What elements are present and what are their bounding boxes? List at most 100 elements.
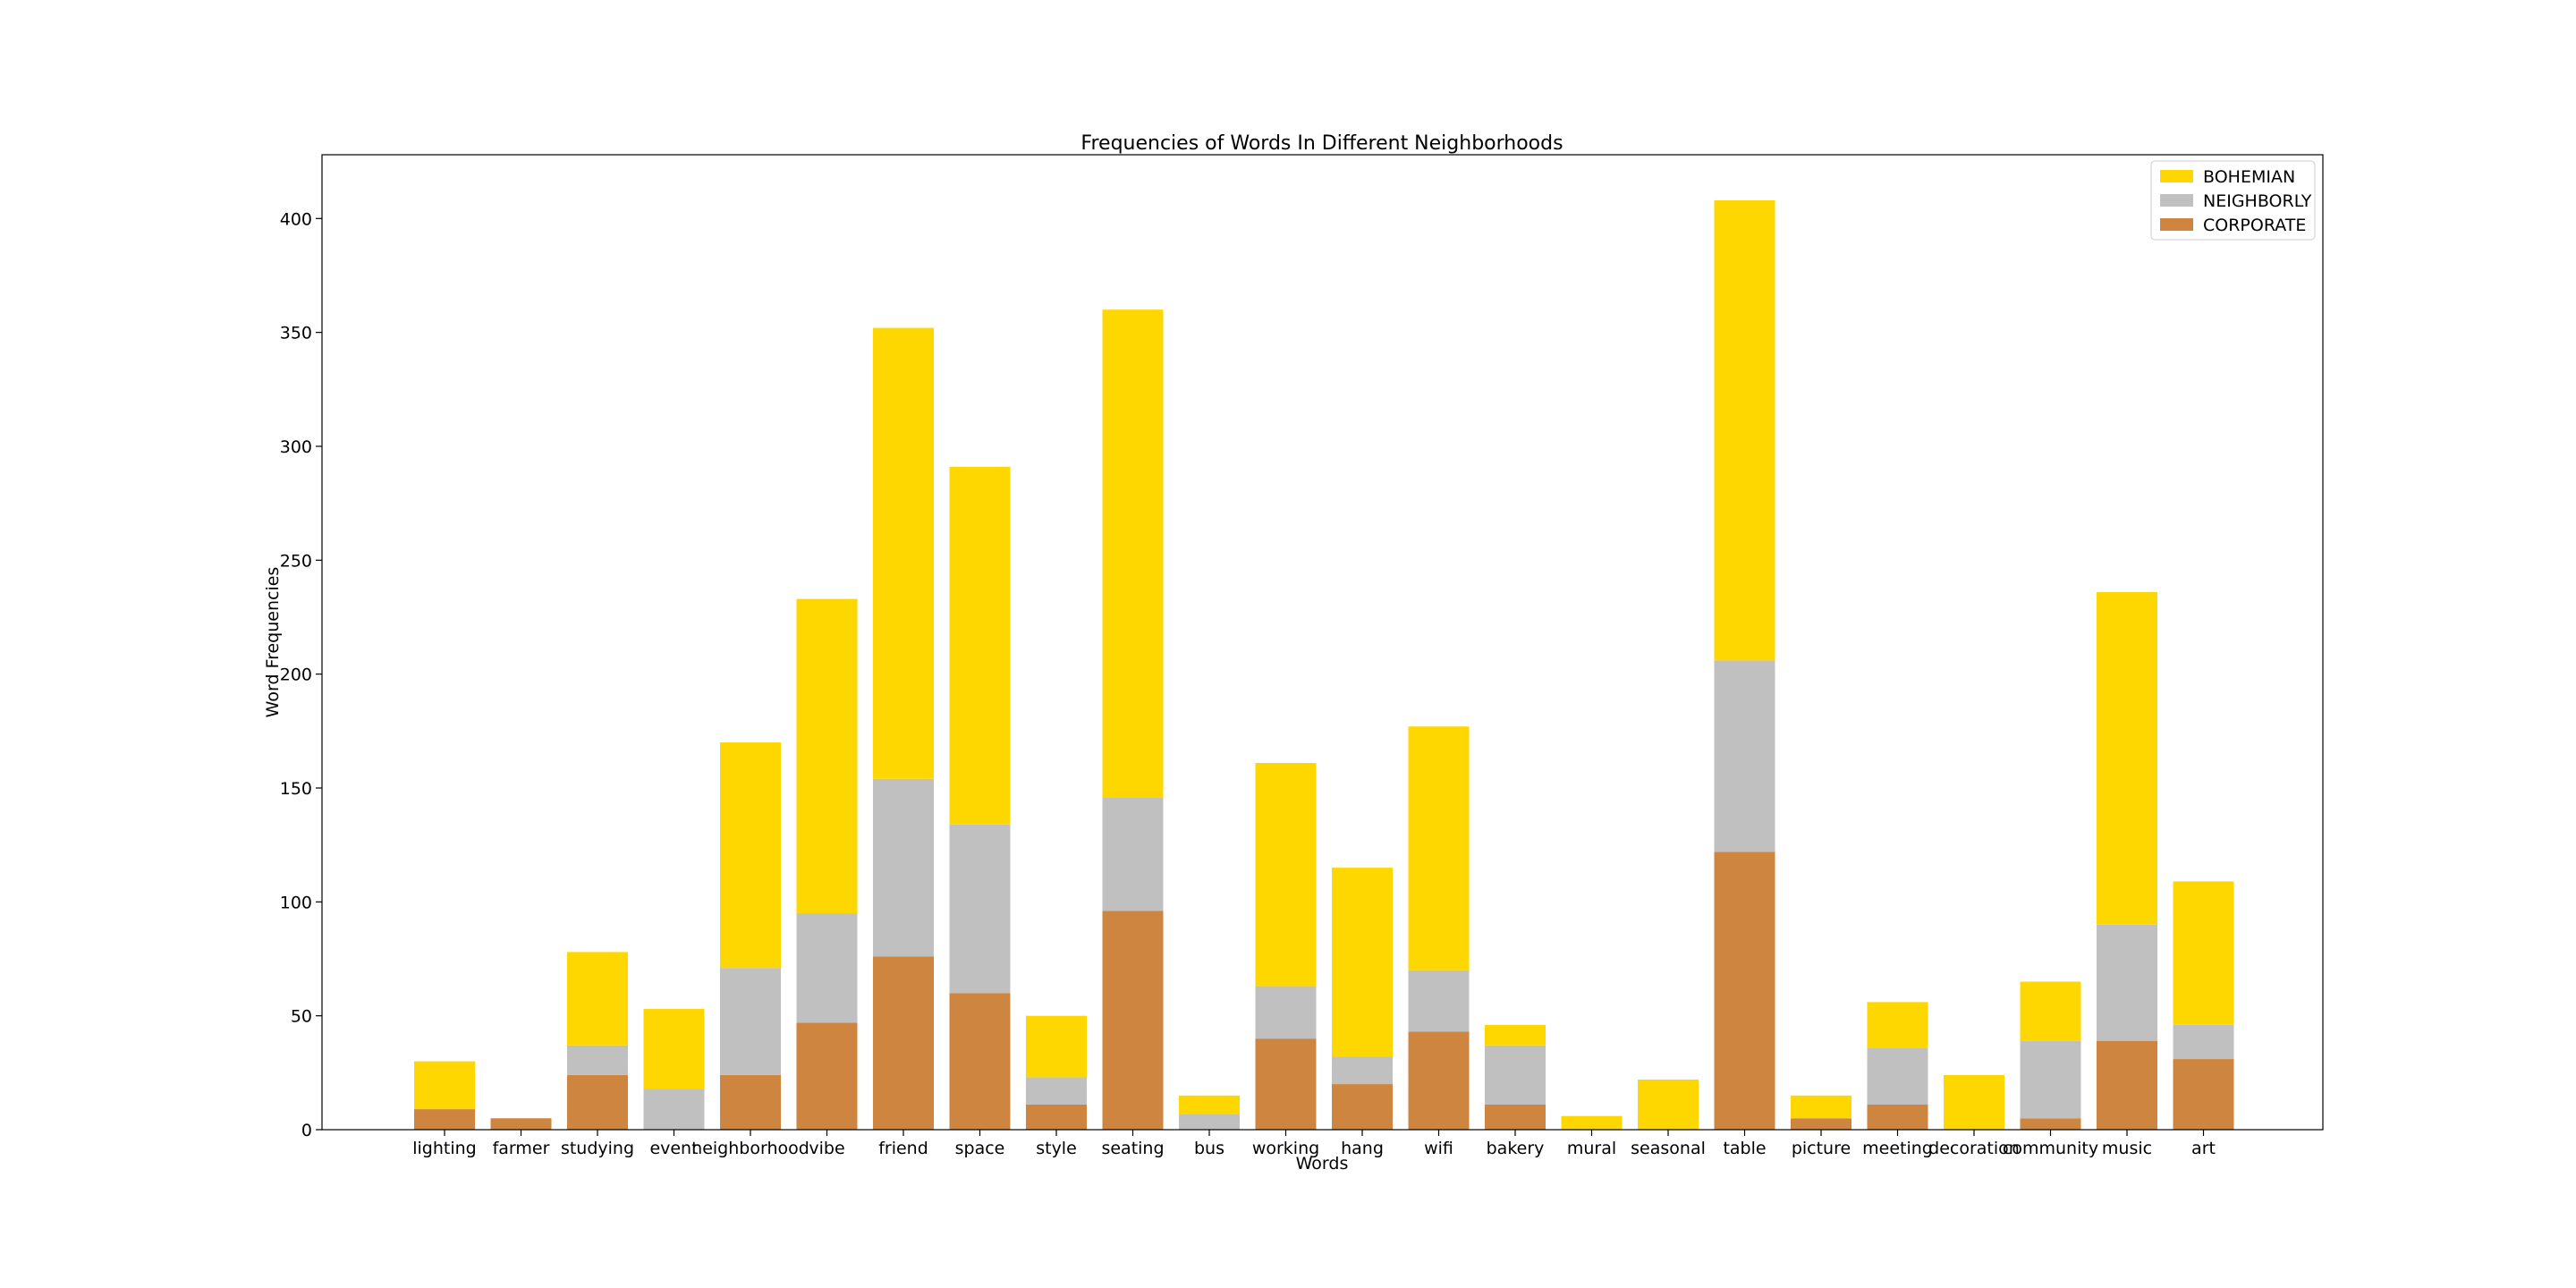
- bar-bohemian-wifi: [1408, 726, 1470, 970]
- y-tick-label: 150: [280, 779, 312, 799]
- y-tick-label: 300: [280, 437, 312, 457]
- bar-bohemian-table: [1714, 199, 1775, 661]
- bar-corporate-studying: [567, 1074, 628, 1130]
- x-tick-label-table: table: [1723, 1139, 1766, 1158]
- legend-label-bohemian: BOHEMIAN: [2203, 167, 2295, 187]
- bar-bohemian-decoration: [1944, 1074, 2004, 1130]
- bar-bohemian-picture: [1791, 1095, 1852, 1119]
- bar-bohemian-hang: [1332, 868, 1393, 1057]
- bar-corporate-working: [1255, 1038, 1317, 1130]
- bar-corporate-picture: [1791, 1118, 1852, 1130]
- y-tick-label: 400: [280, 209, 312, 229]
- chart-title: Frequencies of Words In Different Neighb…: [1080, 132, 1563, 155]
- bar-corporate-space: [949, 993, 1011, 1130]
- legend-swatch-neighborly: [2160, 194, 2193, 207]
- legend-swatch-corporate: [2160, 218, 2193, 231]
- bar-neighborly-vibe: [796, 913, 858, 1023]
- x-tick-label-event: event: [649, 1139, 698, 1158]
- bar-neighborly-style: [1026, 1077, 1087, 1105]
- bar-bohemian-bus: [1179, 1095, 1240, 1114]
- bars-group: [414, 199, 2234, 1130]
- bar-bohemian-lighting: [414, 1061, 475, 1110]
- x-tick-label-decoration: decoration: [1928, 1139, 2020, 1158]
- bar-corporate-seating: [1102, 911, 1164, 1130]
- x-tick-label-vibe: vibe: [809, 1139, 844, 1158]
- x-tick-label-seating: seating: [1101, 1139, 1164, 1158]
- bar-neighborly-bus: [1179, 1114, 1240, 1130]
- bar-corporate-lighting: [414, 1109, 475, 1130]
- bar-neighborly-table: [1714, 660, 1775, 852]
- x-tick-label-working: working: [1252, 1139, 1319, 1158]
- bar-bohemian-style: [1026, 1015, 1087, 1078]
- x-tick-label-studying: studying: [561, 1139, 634, 1158]
- bar-neighborly-wifi: [1408, 970, 1470, 1032]
- plot-frame: [321, 154, 2324, 1131]
- bar-neighborly-community: [2020, 1040, 2081, 1119]
- bar-bohemian-community: [2020, 981, 2081, 1041]
- y-tick-label: 50: [291, 1007, 312, 1027]
- bar-corporate-music: [2097, 1040, 2157, 1130]
- bar-corporate-bakery: [1485, 1104, 1546, 1130]
- bar-bohemian-neighborhood: [720, 742, 781, 969]
- x-tick-label-hang: hang: [1341, 1139, 1384, 1158]
- bar-bohemian-space: [949, 466, 1011, 825]
- x-tick-label-friend: friend: [878, 1139, 928, 1158]
- bar-neighborly-art: [2173, 1024, 2234, 1060]
- bar-bohemian-friend: [873, 327, 934, 779]
- bar-corporate-hang: [1332, 1084, 1393, 1130]
- y-tick-label: 200: [280, 665, 312, 685]
- bar-neighborly-bakery: [1485, 1045, 1546, 1105]
- x-tick-label-seasonal: seasonal: [1631, 1139, 1706, 1158]
- y-axis: 0 50 100 150 200 250 300 350 400: [280, 209, 322, 1140]
- bar-bohemian-seasonal: [1638, 1079, 1699, 1130]
- bar-corporate-community: [2020, 1118, 2081, 1130]
- bar-neighborly-studying: [567, 1045, 628, 1075]
- bar-neighborly-space: [949, 824, 1011, 994]
- bar-bohemian-vibe: [796, 598, 858, 914]
- bar-neighborly-meeting: [1867, 1047, 1928, 1105]
- y-tick-label: 0: [301, 1121, 312, 1140]
- x-tick-label-picture: picture: [1792, 1139, 1851, 1158]
- bar-corporate-friend: [873, 956, 934, 1130]
- y-axis-label: Word Frequencies: [263, 567, 283, 718]
- bar-corporate-neighborhood: [720, 1074, 781, 1130]
- x-tick-label-meeting: meeting: [1862, 1139, 1933, 1158]
- legend-label-neighborly: NEIGHBORLY: [2203, 191, 2312, 211]
- bar-neighborly-seating: [1102, 797, 1164, 911]
- bar-neighborly-hang: [1332, 1056, 1393, 1085]
- x-tick-label-wifi: wifi: [1424, 1139, 1453, 1158]
- bar-bohemian-music: [2097, 591, 2157, 925]
- y-tick-label: 100: [280, 893, 312, 912]
- bar-bohemian-mural: [1561, 1115, 1623, 1130]
- bar-neighborly-event: [643, 1089, 705, 1130]
- legend-label-corporate: CORPORATE: [2203, 216, 2306, 235]
- x-tick-label-neighborhood: neighborhood: [691, 1139, 809, 1158]
- bar-bohemian-working: [1255, 762, 1317, 987]
- bar-bohemian-bakery: [1485, 1024, 1546, 1046]
- bar-corporate-art: [2173, 1059, 2234, 1130]
- plot-area: [322, 155, 2323, 1130]
- x-tick-label-bakery: bakery: [1487, 1139, 1545, 1158]
- bar-bohemian-seating: [1102, 309, 1164, 798]
- x-tick-label-style: style: [1036, 1139, 1077, 1158]
- bar-neighborly-neighborhood: [720, 968, 781, 1075]
- bar-bohemian-meeting: [1867, 1002, 1928, 1048]
- bar-corporate-farmer: [490, 1118, 552, 1130]
- x-tick-label-lighting: lighting: [412, 1139, 477, 1158]
- bar-corporate-vibe: [796, 1022, 858, 1130]
- x-tick-label-bus: bus: [1194, 1139, 1224, 1158]
- x-tick-label-art: art: [2191, 1139, 2216, 1158]
- bar-neighborly-working: [1255, 986, 1317, 1039]
- bar-neighborly-friend: [873, 778, 934, 957]
- bar-bohemian-studying: [567, 952, 628, 1046]
- legend-swatch-bohemian: [2160, 170, 2193, 182]
- x-tick-label-farmer: farmer: [493, 1139, 550, 1158]
- x-tick-label-mural: mural: [1567, 1139, 1616, 1158]
- x-axis-label: Words: [1296, 1154, 1349, 1174]
- bar-bohemian-event: [643, 1009, 705, 1089]
- bar-corporate-wifi: [1408, 1031, 1470, 1130]
- x-tick-label-music: music: [2102, 1139, 2152, 1158]
- bar-corporate-table: [1714, 852, 1775, 1130]
